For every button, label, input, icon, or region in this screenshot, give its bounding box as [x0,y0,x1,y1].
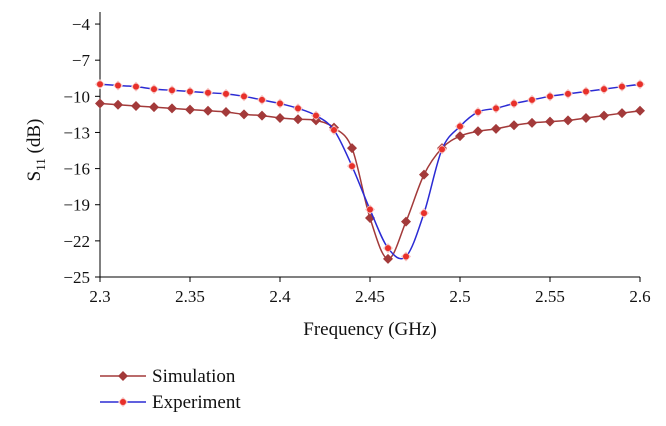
data-point-experiment [403,253,409,260]
data-point-experiment [115,82,121,89]
data-point-simulation [455,131,465,142]
y-tick-label: −19 [63,196,90,215]
x-tick-label: 2.45 [355,287,385,306]
y-tick-label: −16 [63,160,90,179]
data-point-experiment [259,96,265,103]
data-point-experiment [475,108,481,115]
data-point-simulation [203,105,213,116]
data-point-experiment [223,90,229,97]
data-point-simulation [221,106,231,117]
data-point-simulation [617,108,627,119]
legend-item-simulation: Simulation [100,366,236,387]
legend-label: Experiment [152,392,241,413]
data-point-simulation [599,110,609,121]
x-tick-label: 2.6 [629,287,650,306]
data-point-experiment [331,127,337,134]
data-point-experiment [133,83,139,90]
data-point-experiment [295,105,301,112]
data-point-experiment [511,100,517,107]
data-point-simulation [95,98,105,109]
data-point-experiment [565,90,571,97]
data-point-experiment [97,81,103,88]
data-point-experiment [187,88,193,95]
data-point-simulation [239,109,249,120]
data-point-experiment [637,81,643,88]
data-point-simulation [527,117,537,128]
data-point-simulation [491,123,501,134]
y-tick-label: −13 [63,123,90,142]
data-point-simulation [131,100,141,111]
data-point-simulation [419,169,429,180]
data-point-simulation [563,115,573,126]
data-point-experiment [439,146,445,153]
data-point-simulation [347,143,357,154]
y-axis-title-main: S [24,171,45,182]
data-point-simulation [581,113,591,123]
y-ticks: −4 −7 −10 −13 −16 −19 −22 −25 [63,15,100,287]
series-line-experiment [99,83,641,260]
data-point-simulation [167,103,177,114]
x-tick-label: 2.55 [535,287,565,306]
data-point-experiment [367,206,373,213]
data-point-experiment [601,86,607,93]
legend: Simulation Experiment [100,366,241,413]
data-point-simulation [545,116,555,127]
series-simulation [95,98,645,264]
data-point-simulation [293,114,303,125]
data-point-experiment [583,88,589,95]
data-point-experiment [169,87,175,94]
data-point-experiment [241,93,247,100]
data-point-simulation [635,105,645,116]
plot-area: −4 −7 −10 −13 −16 −19 −22 −25 2.3 2.35 2.4 2.45 2.5… [63,12,651,306]
data-point-simulation [401,216,411,227]
data-point-experiment [529,96,535,103]
y-tick-label: −4 [72,15,91,34]
y-tick-label: −25 [63,268,90,287]
data-point-simulation [257,110,267,121]
legend-label: Simulation [152,366,236,387]
x-ticks: 2.3 2.35 2.4 2.45 2.5 2.55 2.6 [89,277,651,306]
data-point-experiment [205,89,211,96]
x-tick-label: 2.4 [269,287,291,306]
y-tick-label: −7 [72,51,91,70]
data-point-experiment [547,93,553,100]
y-axis-title-unit: (dB) [24,119,45,159]
data-point-simulation [473,126,483,137]
data-point-simulation [185,104,195,115]
series-experiment [95,79,645,262]
data-point-simulation [149,102,159,113]
data-point-experiment [151,86,157,93]
data-point-experiment [493,105,499,112]
legend-swatch-marker [118,371,128,381]
legend-item-experiment: Experiment [100,392,241,413]
data-point-simulation [383,253,393,264]
data-point-simulation [113,99,123,110]
y-tick-label: −22 [63,232,90,251]
y-tick-label: −10 [63,87,90,106]
data-point-experiment [313,112,319,119]
data-point-experiment [619,83,625,90]
x-tick-label: 2.35 [175,287,205,306]
data-point-simulation [275,113,285,123]
y-axis-title-sub: 11 [33,158,48,171]
series-line-simulation [99,102,641,260]
x-axis-title: Frequency (GHz) [303,319,436,340]
x-tick-label: 2.5 [449,287,470,306]
data-point-experiment [385,245,391,252]
data-point-experiment [457,123,463,130]
x-tick-label: 2.3 [89,287,110,306]
legend-swatch-marker [120,399,126,405]
data-point-experiment [421,210,427,217]
data-point-experiment [277,100,283,107]
series-layer [95,79,645,264]
data-point-experiment [349,163,355,170]
data-point-simulation [509,120,519,131]
y-axis-title: S11 (dB) [24,119,48,182]
